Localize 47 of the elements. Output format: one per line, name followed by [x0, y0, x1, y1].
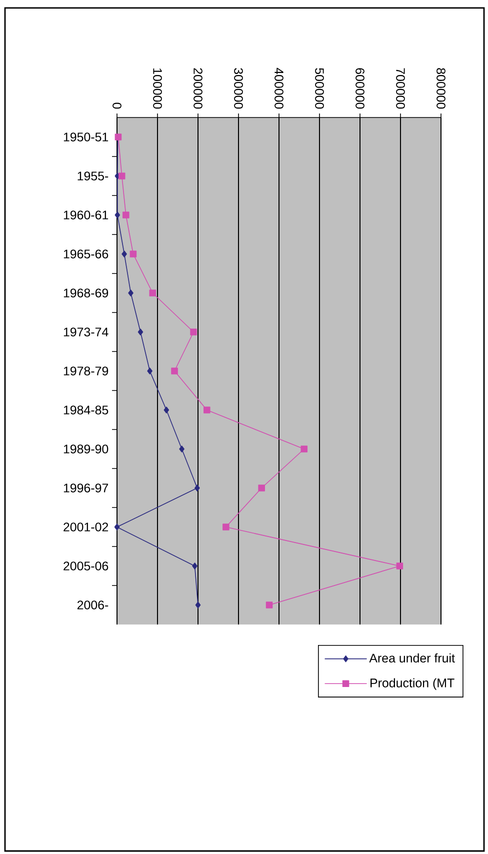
point: [204, 406, 210, 414]
y-tick-label: 1973-74: [64, 328, 108, 336]
point: [179, 446, 184, 452]
legend-label: Area under fruit: [369, 653, 455, 663]
point: [266, 602, 273, 608]
point: [118, 172, 126, 180]
point: [122, 212, 130, 218]
y-tick-label: 1968-69: [64, 288, 108, 298]
point: [300, 446, 308, 452]
point: [195, 602, 201, 608]
y-tick-label: 2006-: [77, 600, 108, 610]
x-tick-label: 800000: [436, 68, 446, 109]
y-tick-label: 1984-85: [64, 406, 108, 414]
point: [190, 328, 197, 336]
x-tick-label: 200000: [194, 68, 202, 109]
point: [171, 368, 178, 374]
legend-label: Production (MT: [370, 678, 454, 690]
point: [194, 484, 200, 492]
point: [122, 250, 127, 258]
y-tick-label: 2005-06: [64, 562, 108, 570]
point: [128, 290, 134, 296]
point: [147, 368, 152, 374]
point: [258, 484, 265, 492]
y-tick-label: 1965-66: [64, 250, 108, 258]
point: [192, 562, 198, 570]
point: [396, 562, 404, 570]
y-tick-label: 1978-79: [64, 366, 108, 376]
point: [164, 406, 170, 414]
x-tick-label: 500000: [315, 68, 324, 109]
point: [149, 290, 156, 296]
point: [114, 524, 120, 530]
x-tick-label: 0: [112, 102, 122, 109]
point: [222, 524, 230, 530]
y-tick-label: 2001-02: [64, 522, 108, 532]
y-tick-label: 1960-61: [64, 210, 108, 220]
y-tick-label: 1989-90: [64, 444, 108, 454]
point: [114, 212, 120, 218]
y-tick-label: 1955-: [78, 172, 108, 180]
point: [130, 250, 137, 258]
point: [138, 328, 144, 336]
y-tick-label: 1996-97: [64, 484, 108, 492]
x-tick-label: 600000: [356, 68, 364, 109]
x-tick-label: 700000: [396, 68, 405, 109]
x-tick-label: 300000: [234, 68, 243, 109]
x-tick-label: 400000: [274, 68, 284, 109]
y-tick-label: 1950-51: [64, 132, 108, 142]
x-tick-label: 100000: [153, 68, 162, 109]
